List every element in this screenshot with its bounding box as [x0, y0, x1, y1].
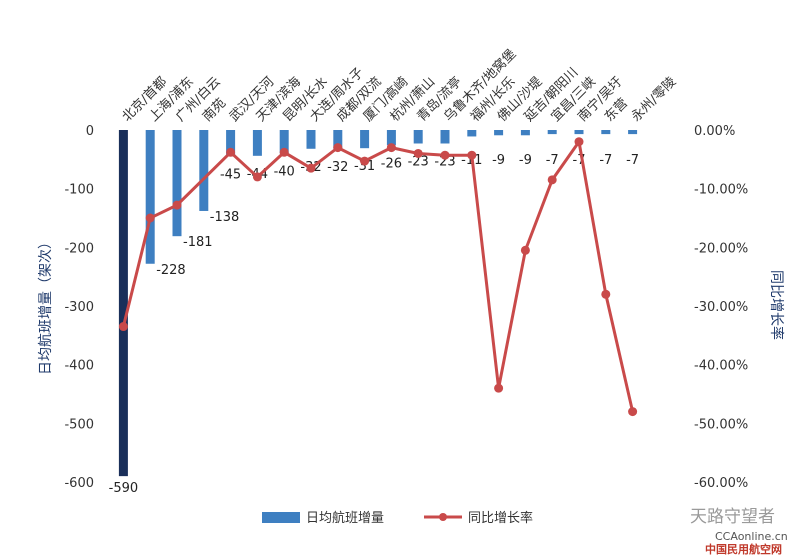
bar	[386, 130, 396, 146]
line-point	[279, 147, 289, 157]
bar	[279, 130, 289, 154]
left-tick-label: -500	[64, 417, 94, 432]
legend-line-label: 同比增长率	[468, 510, 533, 526]
line-point	[226, 147, 236, 157]
bar-value-label: -45	[220, 167, 241, 182]
bar	[199, 130, 209, 211]
bar-value-label: -32	[327, 160, 348, 175]
right-tick-label: -30.00%	[694, 300, 748, 315]
bar-value-label: -26	[381, 156, 402, 171]
bar-value-label: -23	[408, 154, 429, 169]
right-tick-label: -50.00%	[694, 417, 748, 432]
line-point	[118, 322, 128, 332]
legend-bar-label: 日均航班增量	[306, 510, 384, 526]
legend-bar-swatch	[262, 512, 300, 523]
line-point	[333, 143, 343, 153]
left-tick-label: -100	[64, 183, 94, 198]
right-axis-ticks: 0.00% -10.00% -20.00% -30.00% -40.00% -50.00%…	[694, 124, 748, 491]
line-point	[172, 200, 182, 210]
right-tick-label: -60.00%	[694, 476, 748, 491]
bar	[252, 130, 262, 156]
bar	[547, 130, 557, 135]
watermark-account: 天路守望者	[690, 507, 775, 527]
bar	[440, 130, 450, 144]
category-labels: 北京/首都上海/浦东广州/白云南苑武汉/天河天津/滨海昆明/长水大连/周水子成都…	[120, 46, 680, 125]
line-point	[574, 137, 584, 147]
line-point	[547, 175, 557, 185]
bar-value-label: -7	[546, 153, 559, 168]
left-axis-title: 日均航班增量（架次）	[38, 235, 54, 375]
right-tick-label: 0.00%	[694, 124, 735, 139]
bar	[628, 130, 638, 135]
bar-value-label: -7	[626, 153, 639, 168]
line-point	[360, 156, 370, 166]
bar	[574, 130, 584, 135]
bar	[601, 130, 611, 135]
watermark-site: CCAonline.cn	[715, 530, 788, 543]
left-axis-ticks: 0 -100 -200 -300 -400 -500 -600	[64, 124, 94, 491]
bar-series	[118, 130, 638, 477]
bar	[360, 130, 370, 149]
left-tick-label: -300	[64, 300, 94, 315]
bar	[306, 130, 316, 149]
bar-value-label: -23	[434, 154, 455, 169]
bar	[467, 130, 477, 137]
line-point	[467, 150, 477, 160]
bar	[226, 130, 236, 157]
bar	[145, 130, 155, 264]
right-tick-label: -40.00%	[694, 359, 748, 374]
line-point	[306, 163, 316, 173]
bar	[172, 130, 182, 237]
bar	[520, 130, 530, 136]
bar-value-label: -9	[519, 153, 532, 168]
category-label: 永州/零陵	[629, 74, 679, 124]
line-point	[628, 407, 638, 417]
line-point	[520, 245, 530, 255]
bar-value-label: -31	[354, 159, 375, 174]
left-tick-label: 0	[86, 124, 94, 139]
line-point	[386, 143, 396, 153]
bar-value-label: -181	[183, 235, 213, 250]
bar-value-label: -228	[156, 263, 186, 278]
right-tick-label: -20.00%	[694, 241, 748, 256]
bar-value-label: -9	[492, 153, 505, 168]
bar	[494, 130, 504, 136]
left-tick-label: -400	[64, 359, 94, 374]
bar-value-label: -590	[109, 481, 139, 496]
left-tick-label: -600	[64, 476, 94, 491]
line-point	[252, 172, 262, 182]
line-point	[413, 148, 423, 158]
bar-value-labels: -590-228-181-138-45-44-40-32-32-31-26-23…	[109, 153, 639, 496]
line-point	[440, 150, 450, 160]
watermark: 天路守望者 CCAonline.cn 中国民用航空网	[690, 507, 788, 556]
legend-line-marker	[439, 513, 447, 521]
line-point	[601, 289, 611, 299]
bar-value-label: -7	[599, 153, 612, 168]
line-series	[118, 137, 638, 417]
line-point	[145, 213, 155, 223]
right-axis-title: 同比增长率	[768, 270, 785, 340]
bar	[333, 130, 343, 149]
growth-line	[121, 137, 635, 412]
bar-value-label: -40	[274, 164, 295, 179]
legend: 日均航班增量 同比增长率	[262, 510, 533, 526]
bar-value-label: -138	[210, 210, 240, 225]
line-point	[494, 383, 504, 393]
left-tick-label: -200	[64, 241, 94, 256]
bar	[413, 130, 423, 144]
bar	[118, 130, 128, 477]
right-tick-label: -10.00%	[694, 183, 748, 198]
watermark-site-name: 中国民用航空网	[705, 542, 782, 556]
